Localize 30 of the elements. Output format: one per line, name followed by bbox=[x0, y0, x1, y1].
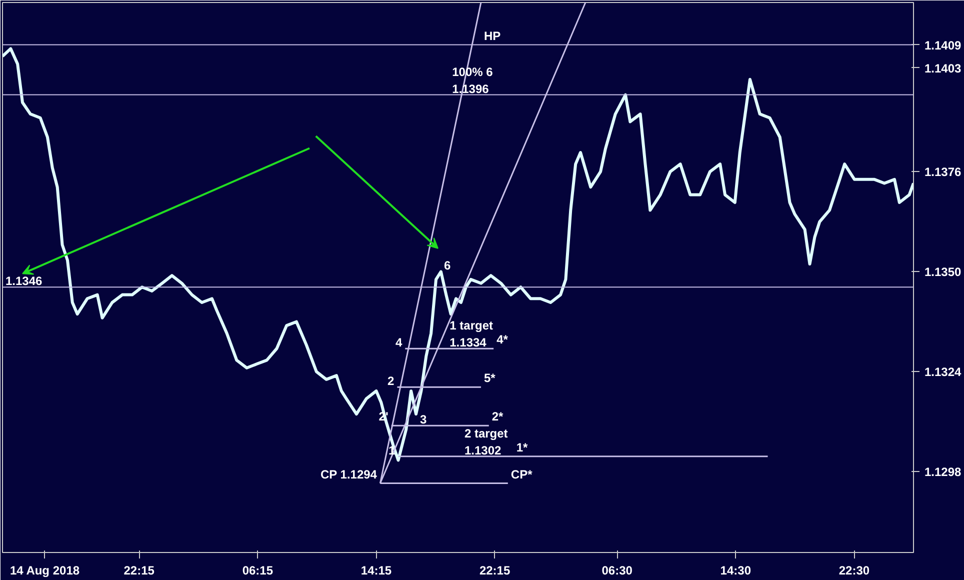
y-tick-label: 1.1350 bbox=[924, 265, 962, 280]
x-tick-label: 14:30 bbox=[720, 564, 752, 578]
x-tick-label: 06:15 bbox=[242, 564, 274, 578]
y-tick-label: 1.1403 bbox=[924, 61, 962, 76]
x-tick-label: 22:15 bbox=[124, 564, 155, 578]
annotation: 4* bbox=[496, 332, 508, 347]
x-tick-label: 22:15 bbox=[479, 564, 510, 578]
annotation: 1 target bbox=[450, 318, 493, 333]
annotation: CP* bbox=[510, 467, 533, 482]
y-tick-label: 1.1409 bbox=[924, 38, 962, 52]
annotation: HP bbox=[484, 28, 501, 43]
annotation: 6 bbox=[444, 258, 451, 273]
annotation: 1* bbox=[516, 440, 528, 454]
x-tick-label: 14 Aug 2018 bbox=[10, 564, 80, 578]
x-tick-label: 14:15 bbox=[360, 564, 392, 578]
annotation: 2 target bbox=[464, 426, 508, 440]
annotation: 1.1302 bbox=[464, 443, 502, 458]
annotation: 2* bbox=[492, 410, 504, 424]
annotation: 4 bbox=[395, 336, 402, 350]
annotation: 5* bbox=[484, 371, 496, 386]
y-tick-label: 1.1376 bbox=[924, 165, 962, 180]
annotation: 1.1334 bbox=[450, 336, 487, 350]
x-tick-label: 22:30 bbox=[838, 564, 870, 578]
annotation: 3 bbox=[420, 412, 427, 427]
y-tick-label: 1.1298 bbox=[924, 465, 962, 480]
y-tick-label: 1.1324 bbox=[924, 365, 962, 380]
annotation: CP 1.1294 bbox=[320, 467, 378, 482]
x-tick-label: 06:30 bbox=[602, 564, 633, 578]
annotation: 2 bbox=[388, 374, 395, 388]
annotation: 1.1346 bbox=[6, 274, 43, 288]
